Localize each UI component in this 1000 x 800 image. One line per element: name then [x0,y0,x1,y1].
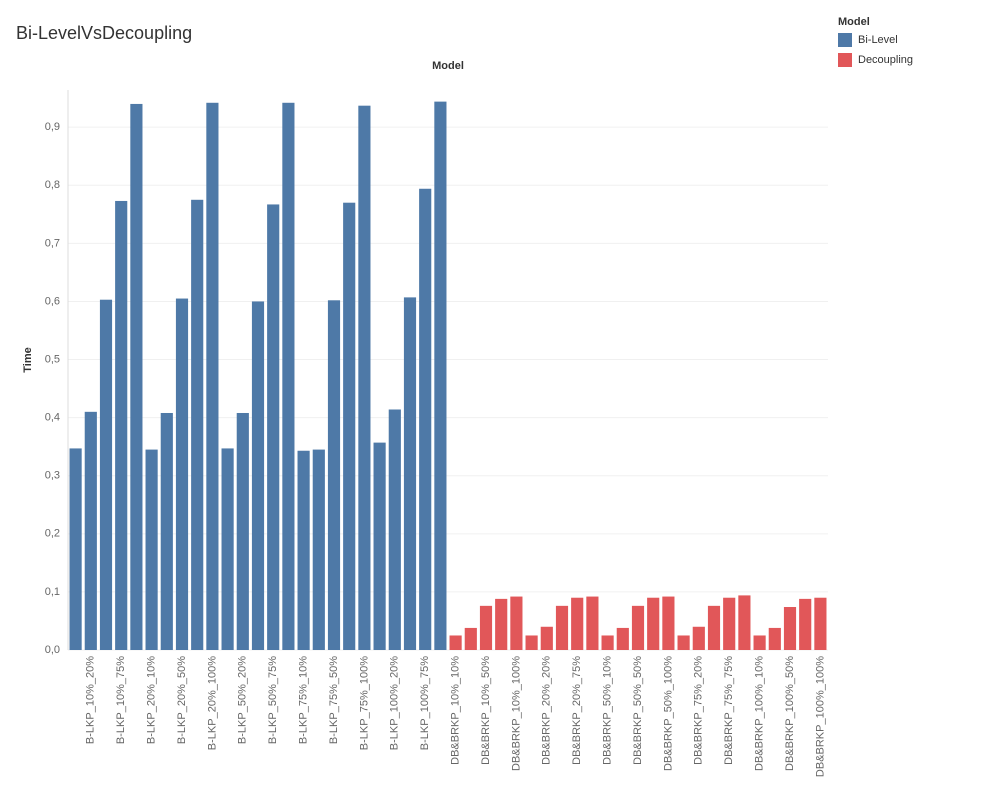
x-tick-label: DB&BRKP_50%_10% [602,656,614,765]
x-tick-label: B-LKP_100%_75% [419,656,431,750]
bar [677,635,690,650]
legend-label: Decoupling [858,54,913,66]
bar [738,595,751,650]
bar [540,626,553,650]
bar [312,449,325,650]
bar [464,627,477,650]
bar [692,626,705,650]
bar [130,103,143,651]
y-axis-label: Time [22,347,34,372]
bar [160,412,173,650]
bar [707,605,721,650]
bar [783,607,797,650]
bar [343,202,356,651]
bar [814,597,827,650]
bar [479,605,493,650]
bar [510,596,523,650]
bar [753,635,766,650]
bar [434,101,447,650]
x-tick-label: DB&BRKP_10%_10% [450,656,462,765]
bar [449,635,462,650]
bar [358,105,371,651]
bar [495,598,508,650]
bar [373,442,386,650]
x-tick-label: B-LKP_50%_75% [267,656,279,744]
bar [647,597,660,650]
bar [115,200,128,651]
bar [616,627,629,650]
bar [631,605,645,650]
x-tick-label: DB&BRKP_10%_100% [510,656,522,771]
y-tick-label: 0,0 [45,644,60,656]
bar [145,449,158,650]
bar [84,411,97,650]
bar [419,188,432,650]
y-tick-label: 0,5 [45,353,60,365]
bar [601,635,614,650]
bar [525,635,538,650]
bar [99,299,113,650]
bar [662,596,675,650]
chart-title: Bi-LevelVsDecoupling [16,23,192,43]
bar [69,448,82,650]
x-tick-label: DB&BRKP_100%_10% [754,656,766,771]
x-tick-label: B-LKP_20%_10% [146,656,158,744]
x-tick-label: DB&BRKP_20%_20% [541,656,553,765]
x-tick-label: B-LKP_20%_100% [206,656,218,750]
bar [723,597,736,650]
x-tick-label: B-LKP_100%_20% [389,656,401,750]
x-tick-label: B-LKP_75%_100% [358,656,370,750]
bar [175,298,189,650]
y-tick-label: 0,7 [45,237,60,249]
y-tick-label: 0,3 [45,470,60,482]
x-tick-label: DB&BRKP_50%_50% [632,656,644,765]
bar [267,204,280,651]
x-tick-label: DB&BRKP_75%_75% [723,656,735,765]
bar [327,300,341,650]
bar [768,627,781,650]
y-tick-label: 0,4 [45,412,60,424]
y-tick-label: 0,9 [45,121,60,133]
bar [191,199,204,650]
x-tick-label: B-LKP_50%_20% [237,656,249,744]
legend-title: Model [838,16,870,28]
x-tick-label: DB&BRKP_50%_100% [662,656,674,771]
x-tick-label: DB&BRKP_100%_50% [784,656,796,771]
x-tick-label: B-LKP_75%_10% [298,656,310,744]
bar [236,412,249,650]
x-tick-label: DB&BRKP_10%_50% [480,656,492,765]
x-tick-label: B-LKP_20%_50% [176,656,188,744]
bar [403,297,417,650]
bar [571,597,584,650]
bar [282,102,295,650]
x-tick-label: DB&BRKP_75%_20% [693,656,705,765]
legend-label: Bi-Level [858,34,898,46]
bar [586,596,599,650]
bar [251,301,265,650]
y-tick-label: 0,1 [45,586,60,598]
y-tick-label: 0,6 [45,295,60,307]
x-tick-label: DB&BRKP_100%_100% [814,656,826,777]
x-tick-label: B-LKP_10%_20% [85,656,97,744]
x-tick-label: DB&BRKP_20%_75% [571,656,583,765]
x-tick-label: B-LKP_10%_75% [115,656,127,744]
bar [221,448,234,650]
bar [799,598,812,650]
bar [297,450,310,650]
bar [206,102,219,650]
x-tick-label: B-LKP_75%_50% [328,656,340,744]
y-tick-label: 0,8 [45,179,60,191]
legend-swatch [838,33,852,47]
column-header: Model [432,60,464,72]
bar [388,409,401,650]
y-tick-label: 0,2 [45,528,60,540]
bar [555,605,569,650]
legend-swatch [838,53,852,67]
